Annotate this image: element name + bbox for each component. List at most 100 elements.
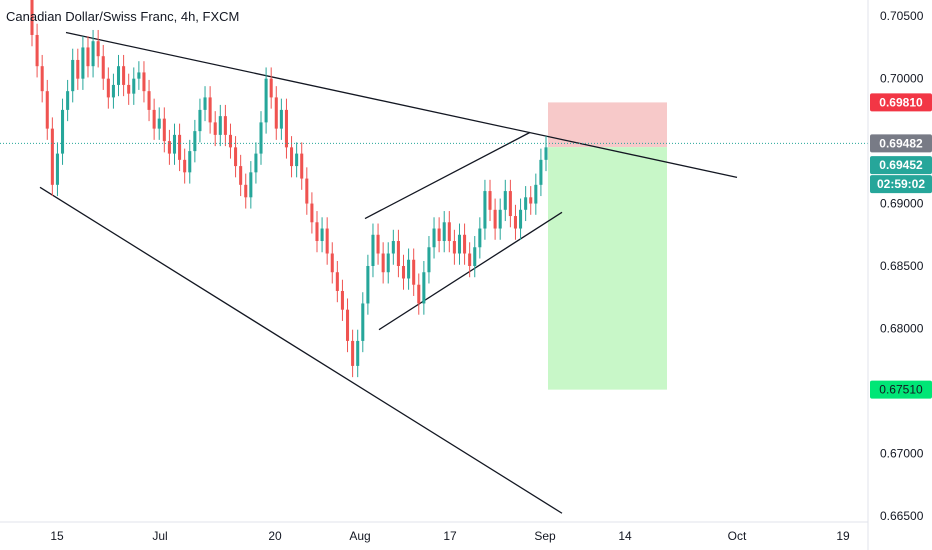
candle-body	[244, 184, 248, 198]
last-price-badge-label: 0.69452	[879, 158, 923, 172]
candle-body	[203, 97, 207, 110]
time-tick-label: 15	[50, 529, 64, 543]
candle-body	[249, 172, 253, 198]
candle-body	[50, 128, 54, 185]
candle-body	[234, 147, 238, 167]
trendline-upper-wedge[interactable]	[65, 31, 738, 178]
candle-body	[218, 116, 222, 135]
time-tick-label: Jul	[152, 529, 167, 543]
candle-body	[290, 147, 294, 167]
candle-body	[188, 151, 192, 173]
candle-body	[488, 191, 492, 210]
candle-body	[442, 222, 446, 242]
candle-body	[183, 159, 187, 173]
stop-price-badge	[870, 93, 932, 112]
candle-body	[264, 78, 268, 123]
candle-body	[142, 72, 146, 92]
price-tick-label: 0.70500	[880, 9, 924, 23]
candle-body	[300, 153, 304, 179]
candle-body	[503, 191, 507, 210]
candle-body	[376, 234, 380, 254]
candle-body	[116, 66, 121, 85]
candle-body	[305, 178, 309, 204]
candle-body	[208, 97, 212, 123]
candle-body	[422, 272, 426, 304]
trendline-lower-wedge[interactable]	[39, 186, 563, 514]
target-price-badge	[870, 380, 932, 399]
trendline-channel-bottom[interactable]	[378, 211, 563, 331]
candle-body	[463, 234, 467, 254]
candle-body	[132, 78, 136, 94]
candle-body	[254, 153, 258, 173]
candle-body	[172, 134, 177, 154]
candle-body	[330, 253, 334, 273]
candle-body	[66, 91, 70, 110]
candle-body	[239, 166, 243, 185]
candle-body	[81, 47, 85, 79]
price-tick-label: 0.68000	[880, 321, 924, 335]
candle-body	[223, 116, 227, 135]
candle-body	[401, 265, 406, 279]
candle-body	[111, 84, 115, 98]
candle-body	[213, 122, 217, 135]
countdown-badge	[870, 175, 932, 194]
candle-body	[106, 78, 110, 98]
candle-body	[340, 290, 344, 310]
position-zones	[548, 102, 667, 390]
candle-body	[493, 209, 497, 229]
candle-body	[320, 228, 324, 242]
candle-body	[274, 97, 278, 129]
candle-body	[432, 228, 436, 248]
candle-series	[30, 0, 548, 378]
candle-body	[473, 247, 477, 266]
candle-body	[351, 340, 355, 366]
candle-body	[295, 153, 299, 167]
candle-body	[315, 222, 319, 242]
candle-body	[284, 109, 288, 148]
candle-body	[371, 234, 375, 266]
time-tick-label: Aug	[349, 529, 370, 543]
candle-body	[96, 41, 100, 57]
price-badges: 0.69810 0.69482 0.69452 02:59:02 0.67510	[870, 93, 932, 399]
candle-body	[335, 272, 339, 291]
time-axis[interactable]: 15 Jul 20 Aug 17 Sep 14 Oct 19	[50, 529, 850, 543]
time-tick-label: 19	[836, 529, 850, 543]
candle-body	[152, 109, 156, 129]
price-axis[interactable]: 0.70500 0.70000 0.69000 0.68500 0.68000 0.670…	[880, 9, 924, 523]
candle-body	[325, 228, 329, 254]
candle-body	[40, 66, 44, 92]
candle-body	[452, 241, 456, 254]
candle-body	[269, 78, 273, 98]
chart-title: Canadian Dollar/Swiss Franc, 4h, FXCM	[6, 9, 240, 24]
candle-body	[447, 222, 451, 242]
time-tick-label: Sep	[534, 529, 556, 543]
candle-body	[524, 197, 528, 210]
candle-body	[427, 247, 431, 273]
price-tick-label: 0.70000	[880, 72, 924, 86]
candle-body	[101, 56, 105, 79]
candle-body	[127, 84, 131, 94]
time-tick-label: 20	[268, 529, 282, 543]
candle-body	[417, 284, 421, 304]
stop-loss-zone[interactable]	[548, 102, 667, 148]
candle-body	[391, 241, 395, 254]
candle-body	[167, 141, 171, 154]
trendline-channel-top[interactable]	[364, 131, 531, 220]
candle-body	[228, 134, 233, 148]
candle-body	[437, 228, 441, 242]
candle-body	[310, 203, 314, 223]
candle-body	[513, 216, 517, 229]
time-tick-label: 17	[443, 529, 457, 543]
candle-body	[193, 131, 197, 152]
candle-body	[157, 118, 161, 129]
take-profit-zone[interactable]	[548, 147, 667, 390]
candle-body	[483, 191, 487, 229]
candle-body	[381, 253, 385, 273]
candle-body	[366, 265, 370, 304]
time-tick-label: 14	[618, 529, 632, 543]
current-price-badge-label: 0.69482	[879, 136, 923, 150]
candle-body	[478, 228, 482, 248]
candle-body	[198, 109, 202, 132]
candle-body	[498, 209, 502, 229]
